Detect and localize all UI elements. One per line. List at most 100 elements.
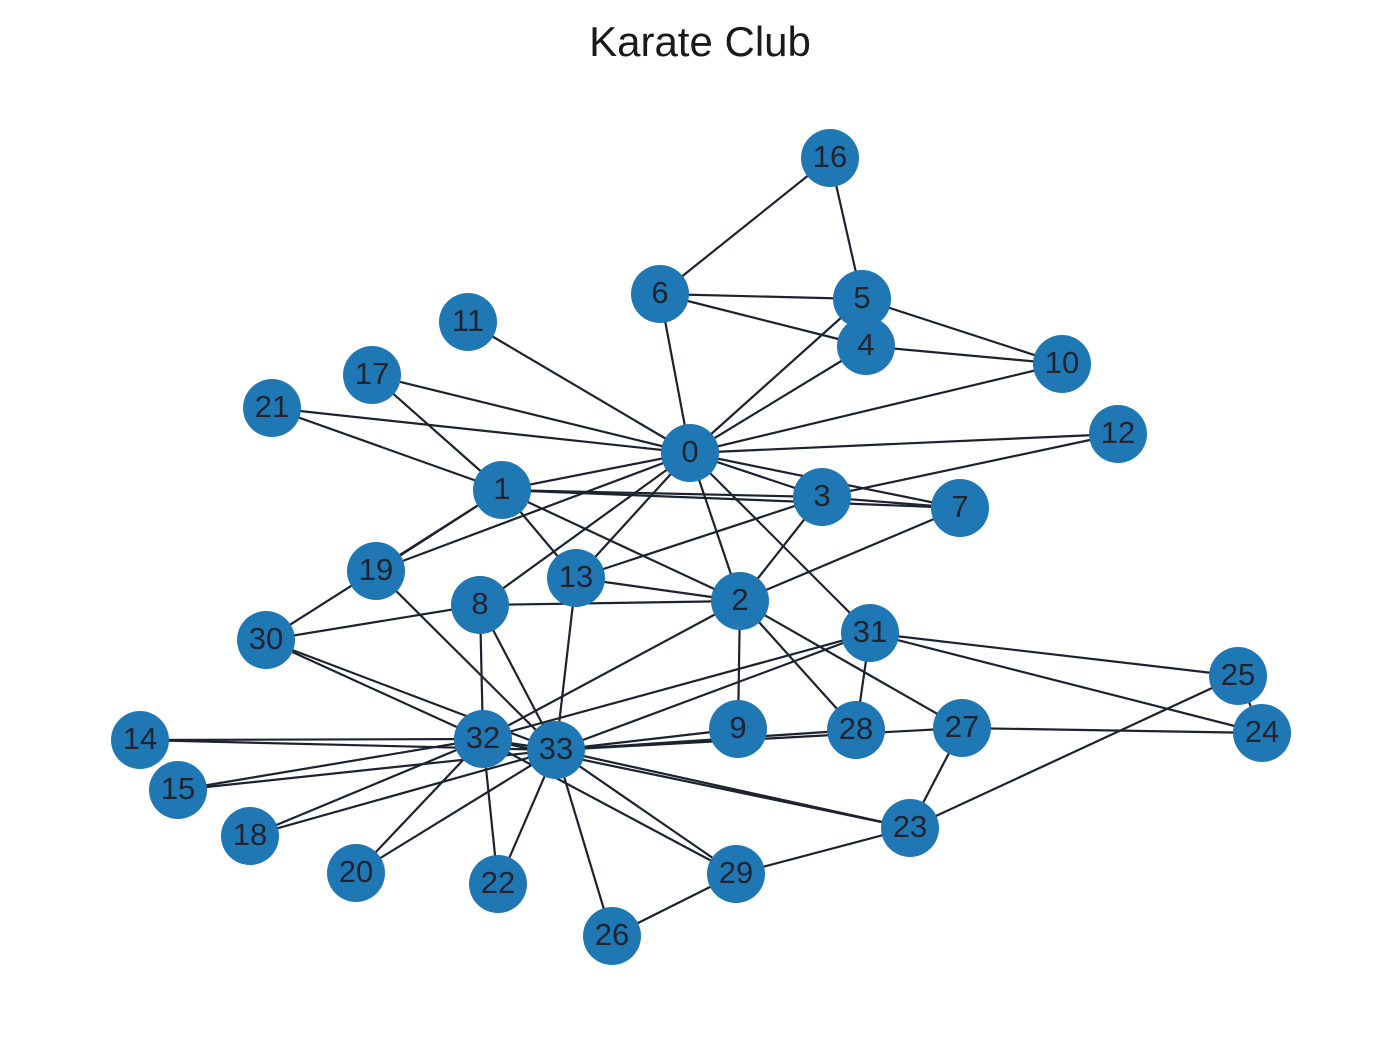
node-label-33: 33 bbox=[539, 731, 573, 766]
node-12: 12 bbox=[1089, 405, 1147, 463]
node-label-0: 0 bbox=[681, 434, 698, 469]
node-circle-28 bbox=[827, 701, 885, 759]
edge-1-7 bbox=[501, 488, 961, 510]
node-29: 29 bbox=[707, 845, 765, 903]
node-circle-18 bbox=[221, 807, 279, 865]
edge-0-11 bbox=[467, 321, 691, 454]
node-label-5: 5 bbox=[853, 280, 870, 315]
edge-14-32 bbox=[139, 737, 484, 742]
edge-23-29 bbox=[735, 826, 911, 876]
node-circle-10 bbox=[1033, 335, 1091, 393]
edge-30-32 bbox=[265, 638, 484, 741]
node-label-20: 20 bbox=[339, 854, 373, 889]
edge-24-27 bbox=[961, 726, 1263, 735]
edge-0-31 bbox=[689, 452, 871, 634]
node-circle-19 bbox=[347, 542, 405, 600]
edge-2-32 bbox=[482, 600, 741, 740]
edge-18-33 bbox=[249, 748, 557, 838]
edge-0-1 bbox=[501, 451, 691, 492]
node-circle-14 bbox=[111, 711, 169, 769]
edge-1-21 bbox=[271, 406, 503, 492]
node-16: 16 bbox=[801, 129, 859, 187]
node-circle-2 bbox=[711, 572, 769, 630]
edge-0-17 bbox=[371, 373, 691, 455]
edge-3-13 bbox=[575, 495, 823, 580]
node-circle-25 bbox=[1209, 647, 1267, 705]
node-circle-4 bbox=[837, 317, 895, 375]
node-23: 23 bbox=[881, 799, 939, 857]
node-25: 25 bbox=[1209, 647, 1267, 705]
edge-0-12 bbox=[689, 432, 1119, 455]
node-label-26: 26 bbox=[595, 917, 629, 952]
node-circle-20 bbox=[327, 844, 385, 902]
edge-0-10 bbox=[689, 362, 1063, 455]
edge-31-32 bbox=[482, 631, 871, 741]
node-circle-29 bbox=[707, 845, 765, 903]
edge-0-4 bbox=[689, 345, 867, 454]
node-32: 32 bbox=[454, 710, 512, 768]
node-label-6: 6 bbox=[651, 275, 668, 310]
node-20: 20 bbox=[327, 844, 385, 902]
node-10: 10 bbox=[1033, 335, 1091, 393]
node-1: 1 bbox=[473, 461, 531, 519]
edge-4-10 bbox=[865, 344, 1063, 366]
node-9: 9 bbox=[709, 700, 767, 758]
node-label-28: 28 bbox=[839, 711, 873, 746]
node-13: 13 bbox=[547, 549, 605, 607]
edge-0-21 bbox=[271, 406, 691, 455]
node-circle-27 bbox=[933, 699, 991, 757]
node-label-16: 16 bbox=[813, 139, 847, 174]
node-label-25: 25 bbox=[1221, 657, 1255, 692]
node-circle-26 bbox=[583, 907, 641, 965]
node-label-24: 24 bbox=[1245, 714, 1279, 749]
edge-5-10 bbox=[861, 297, 1063, 366]
node-label-4: 4 bbox=[857, 327, 874, 362]
node-circle-24 bbox=[1233, 704, 1291, 762]
node-21: 21 bbox=[243, 379, 301, 437]
node-label-23: 23 bbox=[893, 809, 927, 844]
edge-20-32 bbox=[355, 738, 484, 874]
node-circle-9 bbox=[709, 700, 767, 758]
node-8: 8 bbox=[451, 576, 509, 634]
node-28: 28 bbox=[827, 701, 885, 759]
node-circle-16 bbox=[801, 129, 859, 187]
edge-6-16 bbox=[659, 157, 831, 295]
edge-26-33 bbox=[554, 749, 614, 937]
node-label-14: 14 bbox=[123, 721, 157, 756]
node-label-12: 12 bbox=[1101, 415, 1135, 450]
node-label-10: 10 bbox=[1045, 345, 1079, 380]
diagram-title: Karate Club bbox=[589, 18, 811, 65]
edge-30-33 bbox=[265, 638, 557, 752]
edge-25-31 bbox=[869, 631, 1239, 678]
node-label-31: 31 bbox=[853, 614, 887, 649]
edge-29-32 bbox=[482, 738, 737, 875]
edge-2-7 bbox=[739, 506, 961, 603]
node-4: 4 bbox=[837, 317, 895, 375]
node-label-18: 18 bbox=[233, 817, 267, 852]
edge-8-30 bbox=[265, 603, 481, 642]
node-circle-32 bbox=[454, 710, 512, 768]
node-label-17: 17 bbox=[355, 356, 389, 391]
node-19: 19 bbox=[347, 542, 405, 600]
edge-18-32 bbox=[249, 737, 484, 838]
node-27: 27 bbox=[933, 699, 991, 757]
node-layer: 0123456789101112131415161718192021222324… bbox=[111, 129, 1291, 965]
node-label-7: 7 bbox=[951, 489, 968, 524]
edge-24-31 bbox=[869, 631, 1263, 735]
edge-2-27 bbox=[739, 600, 963, 729]
node-3: 3 bbox=[793, 468, 851, 526]
node-14: 14 bbox=[111, 711, 169, 769]
node-label-22: 22 bbox=[481, 865, 515, 900]
node-label-11: 11 bbox=[452, 303, 484, 338]
edge-28-33 bbox=[555, 728, 857, 752]
edge-layer bbox=[139, 157, 1264, 937]
node-31: 31 bbox=[841, 604, 899, 662]
node-label-29: 29 bbox=[719, 855, 753, 890]
edge-29-33 bbox=[555, 749, 737, 875]
node-circle-31 bbox=[841, 604, 899, 662]
node-label-3: 3 bbox=[813, 478, 830, 513]
node-17: 17 bbox=[343, 346, 401, 404]
node-22: 22 bbox=[469, 855, 527, 913]
node-label-1: 1 bbox=[493, 471, 510, 506]
